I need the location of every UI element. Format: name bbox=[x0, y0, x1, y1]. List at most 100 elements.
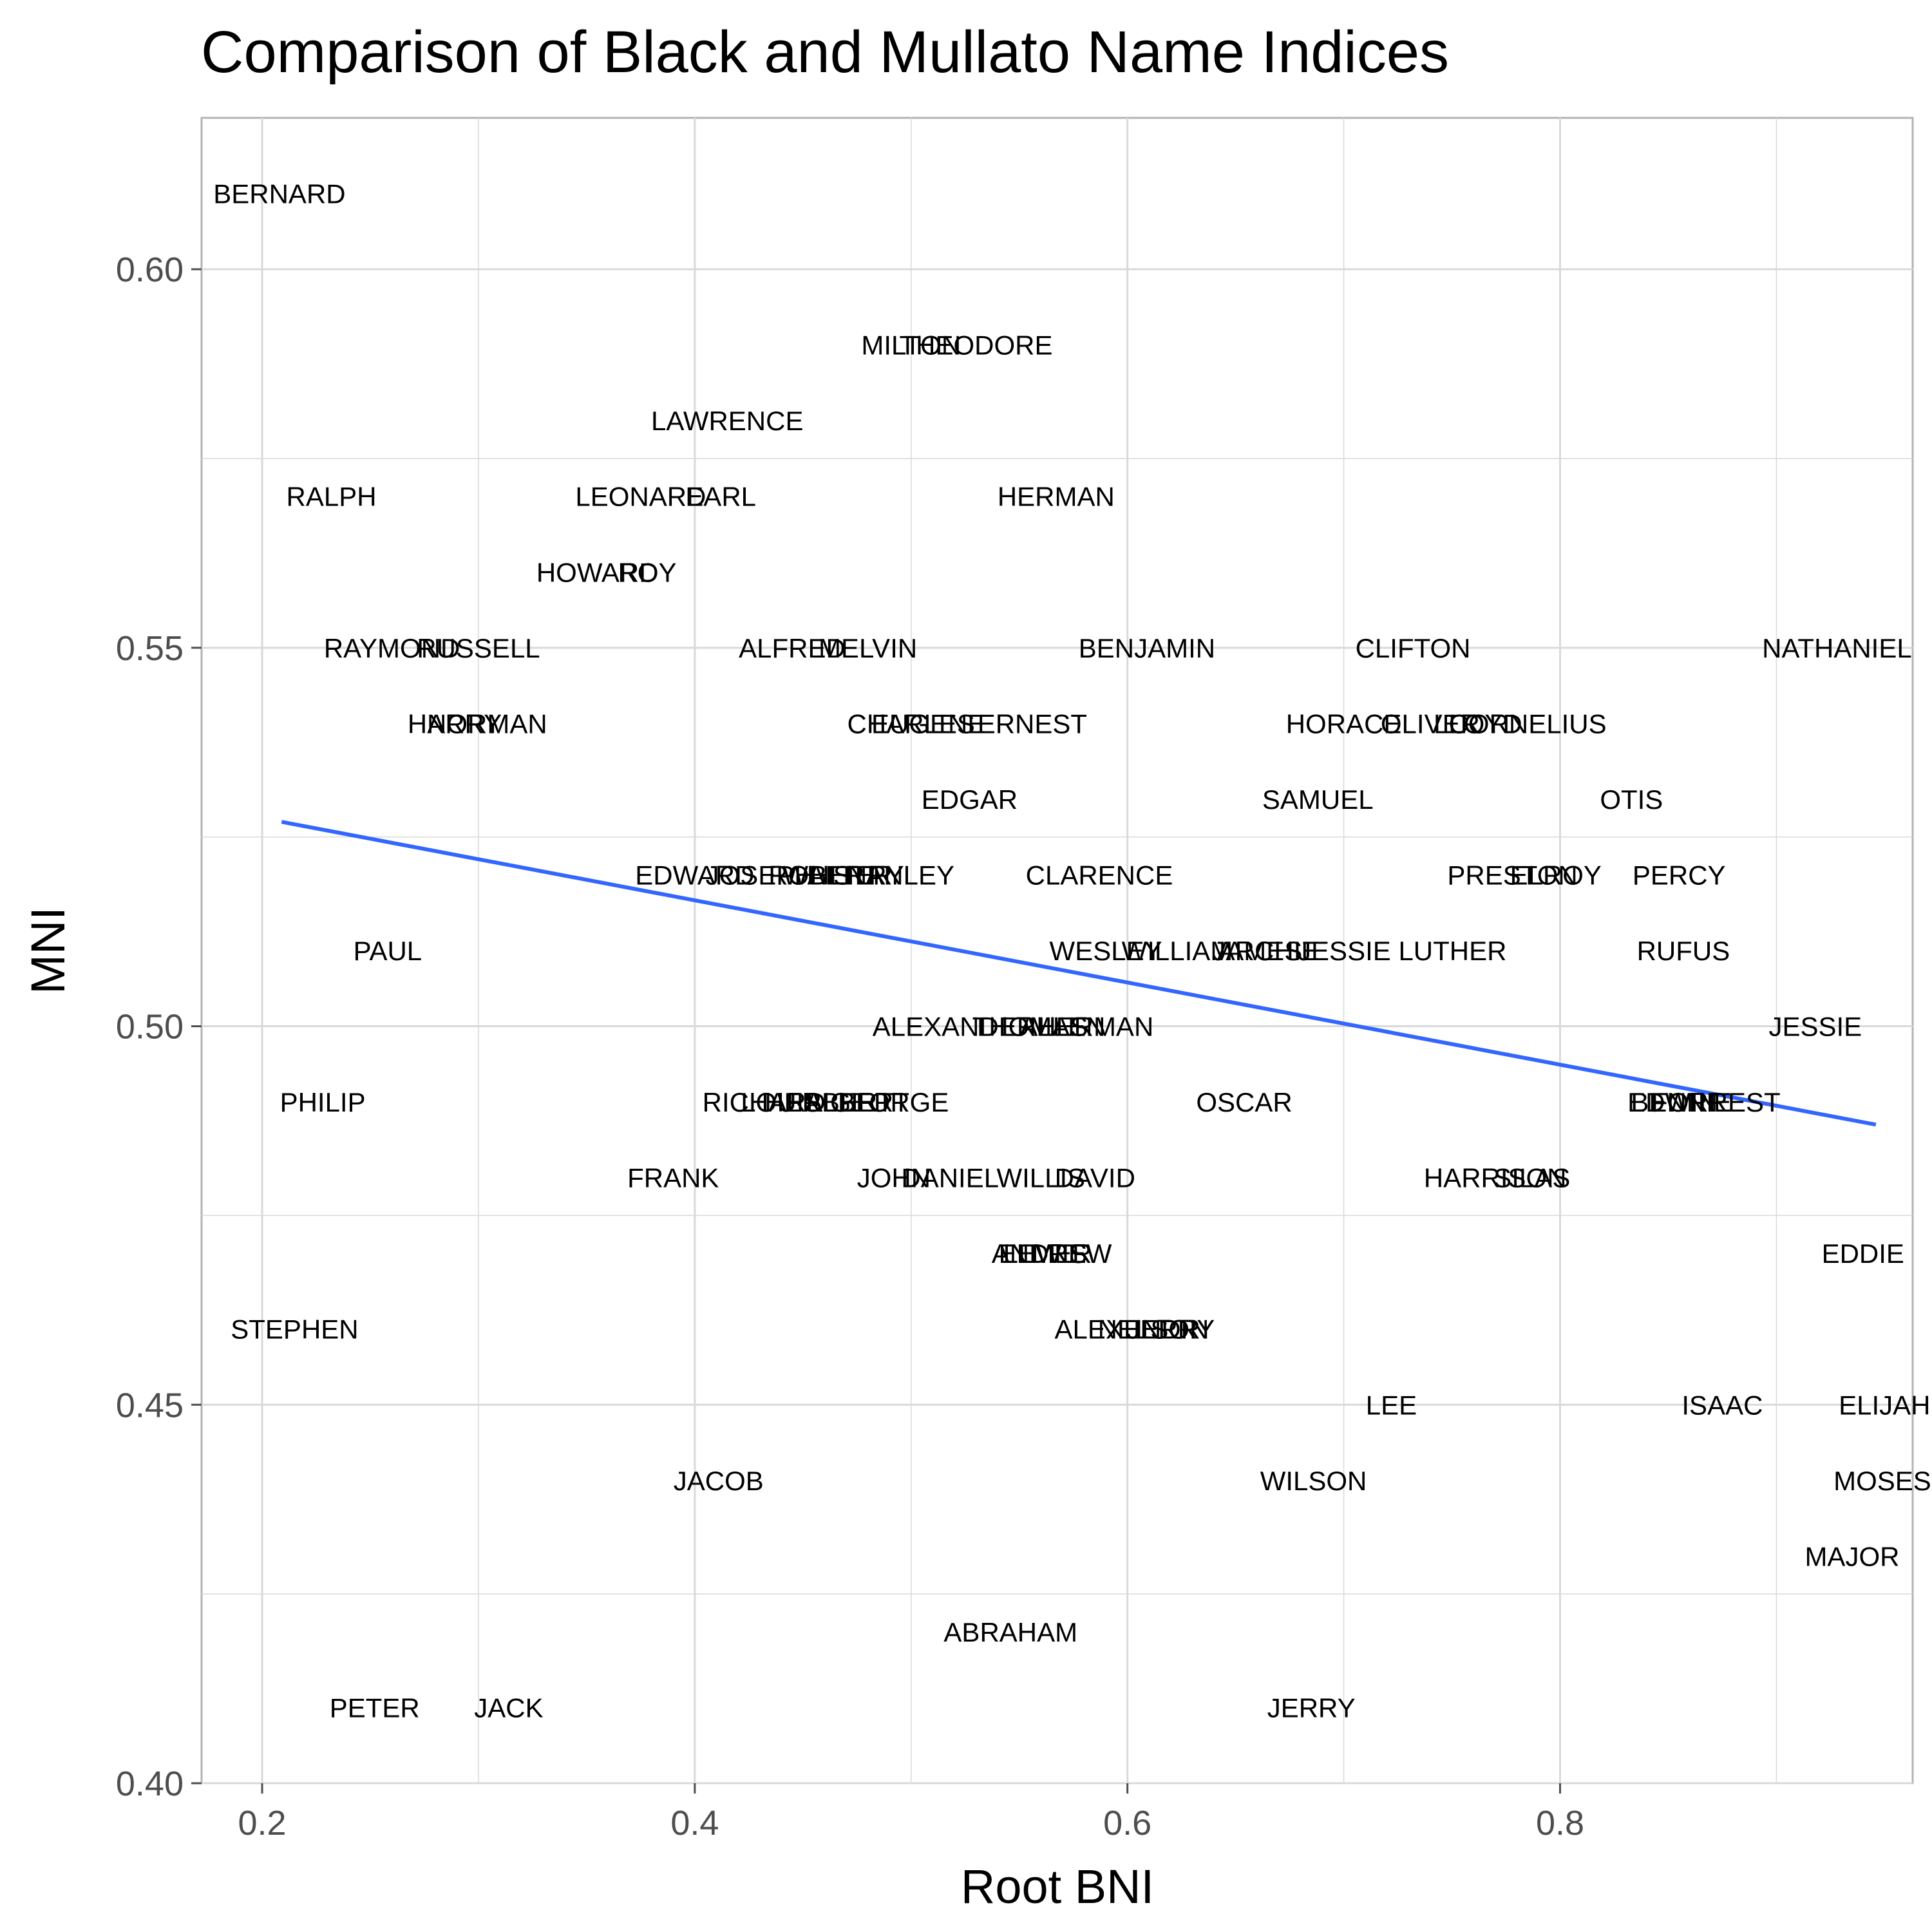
y-tick-label: 0.40 bbox=[116, 1765, 184, 1803]
point-label: HOWARD bbox=[536, 557, 659, 587]
y-axis-title: MNI bbox=[21, 907, 75, 994]
point-label: WILLIAM bbox=[1122, 936, 1233, 966]
point-label: HARRISON bbox=[1424, 1163, 1567, 1193]
point-label: DAVID bbox=[1055, 1163, 1135, 1193]
point-label: THEODORE bbox=[900, 330, 1053, 361]
point-label: EDWIN bbox=[1627, 1087, 1718, 1117]
point-label: ELROY bbox=[1510, 860, 1602, 890]
point-label: ELMER bbox=[999, 1238, 1092, 1269]
point-label: EDGAR bbox=[922, 784, 1018, 815]
plot-panel bbox=[200, 117, 1914, 1785]
point-label: RICHARD bbox=[703, 1087, 826, 1117]
y-tick-label: 0.50 bbox=[116, 1008, 184, 1046]
point-label: JOSEPH bbox=[706, 860, 814, 890]
point-label: WESLEY bbox=[1050, 936, 1162, 966]
point-label: OSCAR bbox=[1196, 1087, 1292, 1117]
point-label: ALEXENDR bbox=[1054, 1314, 1200, 1345]
axis-ticks: 0.2 0.4 0.6 0.8 0.40 0.45 0.50 0.55 0.60 bbox=[116, 251, 1584, 1842]
x-tick-label: 0.4 bbox=[670, 1804, 719, 1842]
point-label: OTIS bbox=[1600, 784, 1663, 815]
point-label: EARL bbox=[685, 482, 756, 512]
point-label: OLIVER bbox=[1381, 708, 1480, 739]
point-label: CLARENCE bbox=[1026, 860, 1173, 890]
point-label: WILSON bbox=[1260, 1466, 1367, 1496]
point-label: LOUIS bbox=[741, 1087, 822, 1117]
x-tick-label: 0.2 bbox=[238, 1804, 287, 1842]
point-label: WALTER bbox=[782, 860, 892, 890]
point-label: ALEXANDER bbox=[873, 1012, 1036, 1042]
x-tick-label: 0.6 bbox=[1103, 1804, 1151, 1842]
point-label: MILTON bbox=[861, 330, 961, 361]
x-axis-title: Root BNI bbox=[961, 1860, 1154, 1913]
grid-lines bbox=[202, 118, 1913, 1785]
point-label: RUSSELL bbox=[417, 633, 540, 663]
point-label: JESSIE bbox=[1768, 1012, 1862, 1042]
point-label: ERNEST bbox=[978, 708, 1087, 739]
point-label: ROBERT bbox=[768, 860, 880, 890]
point-label: JOHN bbox=[857, 1163, 931, 1193]
point-label: SILAS bbox=[1493, 1163, 1570, 1193]
point-label: LEWIS bbox=[1003, 1238, 1088, 1269]
point-label: EDWARD bbox=[635, 860, 754, 890]
point-label: HERMAN bbox=[998, 482, 1115, 512]
point-label: CORNELIUS bbox=[1449, 708, 1607, 739]
point-label: DANIEL bbox=[901, 1163, 999, 1193]
y-tick-label: 0.55 bbox=[116, 629, 184, 668]
point-label: JERRY bbox=[1126, 1314, 1215, 1345]
point-label: ABRAHAM bbox=[943, 1617, 1077, 1647]
point-label: ALFRED bbox=[739, 633, 846, 663]
point-label: ELIJAH bbox=[1839, 1390, 1930, 1420]
point-label: JERRY bbox=[1267, 1692, 1356, 1723]
y-tick-label: 0.45 bbox=[116, 1386, 184, 1425]
point-label: PHILIP bbox=[280, 1087, 366, 1117]
point-label: JAMES bbox=[1212, 936, 1302, 966]
point-label: JACOB bbox=[674, 1466, 764, 1496]
point-label: BERNARD bbox=[213, 179, 345, 209]
point-label: ROY bbox=[618, 557, 676, 587]
point-label: RAYMOND bbox=[324, 633, 460, 663]
point-label: ARCHIE bbox=[1217, 936, 1320, 966]
point-label: FRANK bbox=[627, 1163, 719, 1193]
point-label: CHARLES bbox=[848, 708, 975, 739]
point-label: JESSIE LUTHER bbox=[1298, 936, 1506, 966]
point-label: HENRY bbox=[810, 860, 904, 890]
point-label: LAWRENCE bbox=[651, 406, 803, 436]
fit-line-group bbox=[281, 820, 1877, 1127]
point-label: NELSON bbox=[1098, 1314, 1209, 1345]
point-label: STANLEY bbox=[833, 860, 954, 890]
point-label: LEE bbox=[1366, 1390, 1417, 1420]
point-label: THOMAS bbox=[972, 1012, 1088, 1042]
y-tick-label: 0.60 bbox=[116, 251, 184, 289]
chart-title: Comparison of Black and Mullato Name Ind… bbox=[201, 19, 1449, 85]
point-label: STEPHEN bbox=[231, 1314, 358, 1345]
point-label: FORREST bbox=[1651, 1087, 1781, 1117]
point-label: RALPH bbox=[287, 482, 377, 512]
point-label: PRESTON bbox=[1447, 860, 1577, 890]
point-label: HORACE bbox=[1286, 708, 1402, 739]
point-label: RUFUS bbox=[1637, 936, 1730, 966]
point-label: BENJAMIN bbox=[1079, 633, 1215, 663]
point-label: LEONARD bbox=[575, 482, 706, 512]
point-label: PAUL bbox=[354, 936, 422, 966]
point-label: GEORGE bbox=[830, 1087, 949, 1117]
point-label: JACK bbox=[474, 1692, 543, 1723]
point-label: HARRY bbox=[408, 708, 502, 739]
point-label: PERCY bbox=[1633, 860, 1726, 890]
point-label: CLIFTON bbox=[1356, 633, 1471, 663]
regression-line bbox=[281, 820, 1877, 1127]
point-label: SAMUEL bbox=[1262, 784, 1374, 815]
point-label: ALBERT bbox=[804, 1087, 909, 1117]
point-label: EDDIE bbox=[1822, 1238, 1904, 1269]
point-label: EUGENE bbox=[871, 708, 985, 739]
point-label: WILLIS bbox=[996, 1163, 1085, 1193]
point-label: LLOYD bbox=[1434, 708, 1522, 739]
point-label: MELVIN bbox=[819, 633, 917, 663]
point-label: ALLEN bbox=[1019, 1012, 1105, 1042]
point-label: NATHANIEL bbox=[1762, 633, 1912, 663]
point-label: PETER bbox=[330, 1692, 420, 1723]
point-label: NORMAN bbox=[427, 708, 547, 739]
point-label: MAJOR bbox=[1804, 1541, 1899, 1571]
point-label: MOSES bbox=[1833, 1466, 1931, 1496]
